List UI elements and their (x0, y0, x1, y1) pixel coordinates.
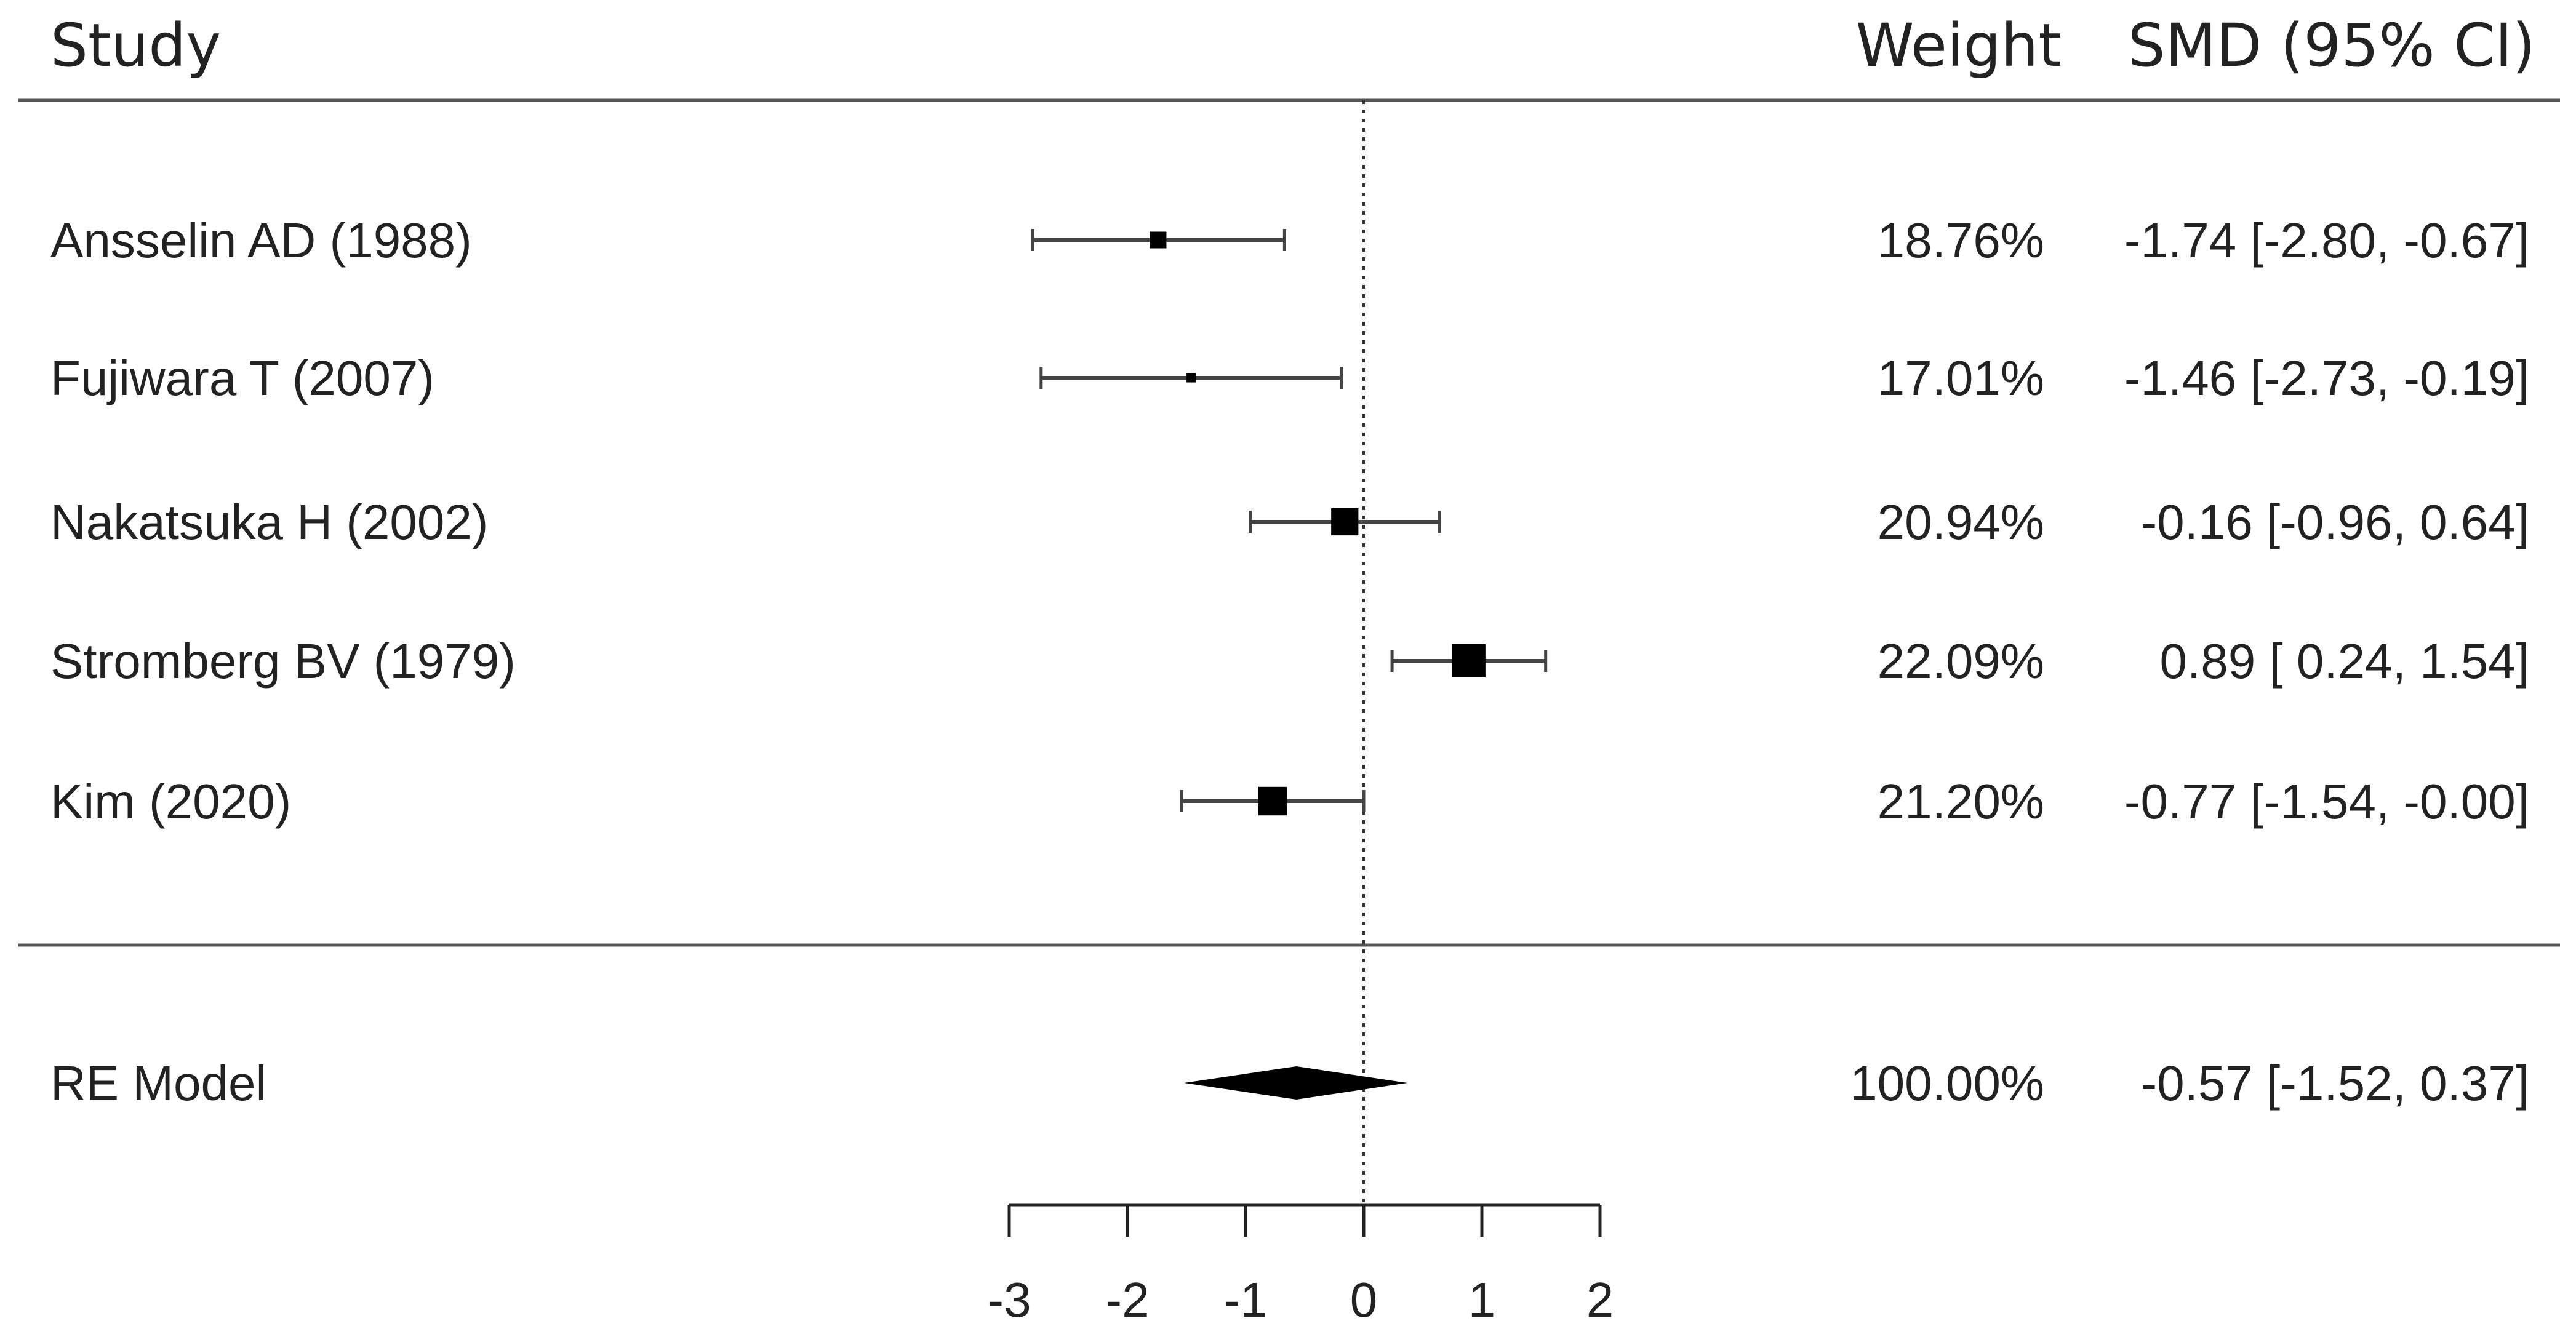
point-estimate (1186, 373, 1196, 383)
study-weight: 17.01% (1878, 351, 2044, 405)
study-label: Fujiwara T (2007) (50, 351, 434, 405)
point-estimate (1258, 786, 1287, 816)
smd-header: SMD (95% CI) (2128, 11, 2535, 80)
summary-weight: 100.00% (1850, 1056, 2044, 1111)
axis-tick-label: -2 (1105, 1272, 1149, 1327)
study-ci-text: 0.89 [ 0.24, 1.54] (2160, 634, 2529, 689)
study-label: Nakatsuka H (2002) (50, 495, 488, 549)
study-ci-text: -0.77 [-1.54, -0.00] (2124, 774, 2529, 829)
study-weight: 22.09% (1878, 634, 2044, 689)
weight-header: Weight (1856, 11, 2062, 80)
study-row: Kim (2020) 21.20% -0.77 [-1.54, -0.00] (50, 774, 2529, 829)
study-ci-text: -1.46 [-2.73, -0.19] (2124, 351, 2529, 405)
study-label: Kim (2020) (50, 774, 291, 829)
x-axis: -3 -2 -1 0 1 2 (987, 1203, 1614, 1327)
summary-diamond (1184, 1066, 1408, 1100)
axis-tick-label: 1 (1468, 1272, 1496, 1327)
study-row: Fujiwara T (2007) 17.01% -1.46 [-2.73, -0.… (50, 351, 2529, 405)
axis-tick-label: -1 (1223, 1272, 1267, 1327)
study-ci-text: -1.74 [-2.80, -0.67] (2124, 213, 2529, 268)
summary-row: RE Model 100.00% -0.57 [-1.52, 0.37] (50, 1056, 2529, 1111)
axis-tick-label: 0 (1350, 1272, 1378, 1327)
point-estimate (1150, 231, 1167, 249)
study-ci-text: -0.16 [-0.96, 0.64] (2140, 495, 2529, 549)
point-estimate (1331, 508, 1359, 536)
study-row: Nakatsuka H (2002) 20.94% -0.16 [-0.96, 0.… (50, 495, 2529, 549)
study-row: Stromberg BV (1979) 22.09% 0.89 [ 0.24, 1.… (50, 634, 2529, 689)
study-row: Ansselin AD (1988) 18.76% -1.74 [-2.80, -0… (50, 213, 2529, 268)
study-header: Study (50, 11, 221, 80)
summary-ci-text: -0.57 [-1.52, 0.37] (2140, 1056, 2529, 1111)
axis-tick-label: 2 (1586, 1272, 1614, 1327)
point-estimate (1452, 644, 1486, 677)
study-weight: 20.94% (1878, 495, 2044, 549)
study-label: Stromberg BV (1979) (50, 634, 516, 689)
study-label: Ansselin AD (1988) (50, 213, 472, 268)
study-weight: 18.76% (1878, 213, 2044, 268)
study-weight: 21.20% (1878, 774, 2044, 829)
axis-tick-label: -3 (987, 1272, 1031, 1327)
summary-label: RE Model (50, 1056, 266, 1111)
study-rows: Ansselin AD (1988) 18.76% -1.74 [-2.80, -0… (50, 213, 2529, 829)
